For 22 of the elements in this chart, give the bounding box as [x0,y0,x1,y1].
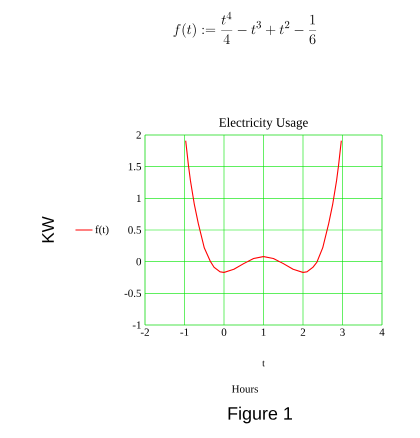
y-tick-label: 0 [136,258,142,266]
x-tick-label: -2 [140,328,149,336]
y-tick-label: 1 [136,194,141,202]
legend-label: f(t) [95,225,109,236]
text: Hours [232,385,258,393]
y-tick-label: -0.5 [124,290,142,298]
x-tick-label: -1 [180,328,188,336]
x-tick-label: 3 [340,328,345,336]
x-tick-label: 0 [222,328,226,336]
x-tick-label: 2 [300,328,306,336]
caption: Figure 1 [228,406,292,424]
x-tick-label: 1 [262,328,266,336]
y-tick-label: 2 [136,131,141,139]
y-tick-label: 1.5 [128,162,142,170]
line-series [185,140,342,273]
x-axis-title: t [262,360,265,366]
text: $f(t) := \frac{t^{4}}{4} - t^{3} + t^{2} - \frac{1}{6}$ [173,12,316,44]
chart-title: Electricity Usage [219,118,308,130]
y-axis-title: KW [42,216,54,242]
y-tick-label: 0.5 [128,226,142,234]
y-tick-label: -1 [132,321,141,329]
x-tick-label: 4 [379,328,385,336]
